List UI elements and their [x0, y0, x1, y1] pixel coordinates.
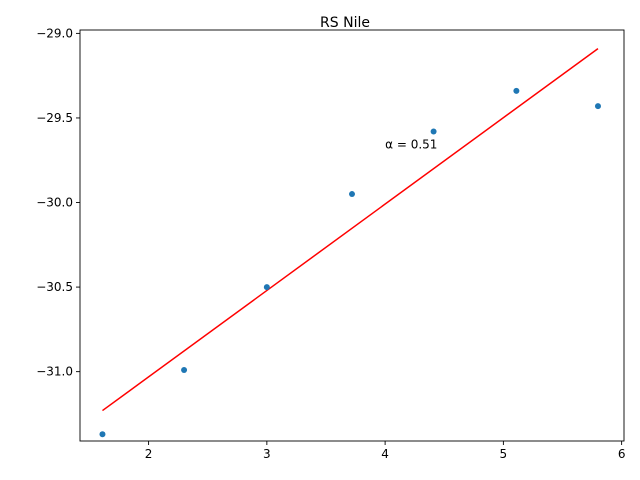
y-tick-label: −29.5: [36, 111, 73, 125]
y-tick-label: −31.0: [36, 365, 73, 379]
data-point: [349, 191, 355, 198]
y-tick-label: −30.0: [36, 196, 73, 210]
y-axis: −29.0 −29.5 −30.0 −30.5 −31.0: [36, 26, 80, 379]
fit-line: [102, 47, 599, 412]
data-point: [181, 366, 188, 373]
y-tick-label: −30.5: [36, 280, 73, 294]
data-point: [263, 284, 270, 291]
x-axis: 2 3 4 5 6: [145, 441, 626, 461]
data-point: [594, 103, 601, 110]
alpha-annotation: α = 0.51: [385, 137, 437, 151]
data-point: [430, 128, 437, 135]
y-tick-label: −29.0: [36, 26, 73, 40]
data-point: [99, 431, 106, 438]
data-point: [513, 87, 520, 94]
x-tick-label: 3: [263, 447, 271, 461]
x-tick-label: 5: [500, 447, 508, 461]
plot-area: α = 0.51: [99, 47, 601, 438]
chart-title: RS Nile: [320, 15, 370, 31]
x-tick-label: 2: [145, 447, 153, 461]
x-tick-label: 4: [381, 447, 389, 461]
x-tick-label: 6: [618, 447, 626, 461]
axes-frame: [79, 29, 625, 442]
